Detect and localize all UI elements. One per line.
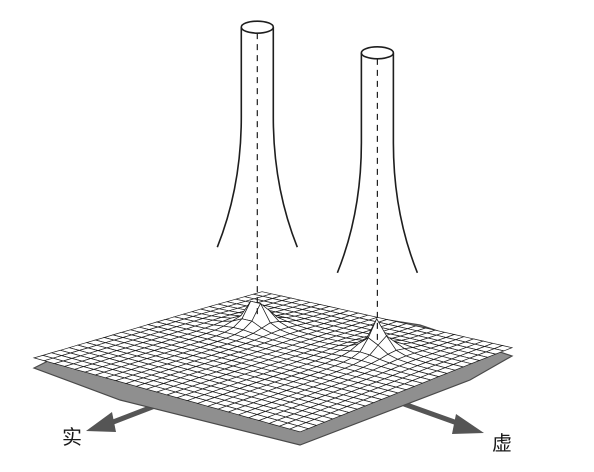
pole-tube — [216, 27, 299, 248]
magnitude-surface — [32, 20, 514, 433]
real-axis-arrow — [86, 401, 161, 432]
real-axis-label: 实 — [62, 425, 82, 449]
pole-cap — [360, 46, 395, 60]
pole-tube — [336, 52, 419, 274]
imag-axis-label: 虚 — [492, 431, 512, 455]
surface-patch — [288, 425, 310, 433]
pole-cap — [240, 20, 275, 34]
imag-axis-arrow — [403, 401, 484, 434]
